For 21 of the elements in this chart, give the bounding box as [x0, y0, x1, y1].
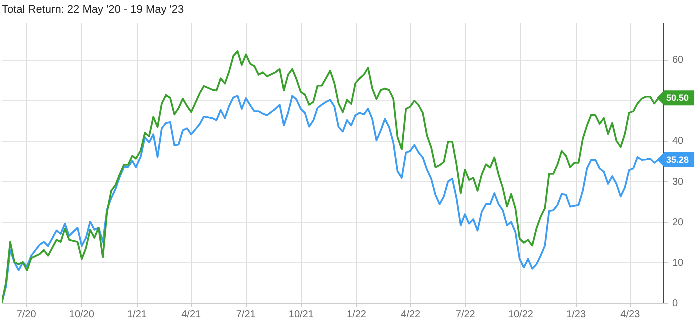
x-tick-label: 4/21	[182, 310, 202, 320]
x-tick-label: 7/20	[16, 310, 37, 320]
x-tick-label: 10/22	[508, 310, 534, 320]
y-tick-label: 30	[672, 176, 684, 188]
x-tick-label: 4/23	[620, 310, 641, 320]
chart-title: Total Return: 22 May '20 - 19 May '23	[2, 4, 184, 16]
x-tick-label: 7/21	[236, 310, 256, 320]
y-tick-label: 10	[672, 258, 684, 269]
annotation: 50.50	[666, 93, 690, 104]
x-tick-label: 1/22	[347, 310, 367, 320]
y-tick-label: 40	[672, 136, 684, 148]
y-tick-label: 0	[672, 298, 678, 310]
y-tick-label: 20	[672, 217, 684, 228]
x-tick-label: 4/22	[401, 310, 422, 320]
x-tick-label: 10/21	[288, 310, 314, 320]
annotation: 35.28	[666, 154, 690, 165]
x-tick-label: 10/20	[69, 310, 95, 320]
y-tick-label: 60	[672, 55, 684, 66]
x-tick-label: 1/21	[127, 310, 148, 320]
x-tick-label: 7/22	[456, 310, 476, 320]
x-tick-label: 1/23	[566, 310, 586, 320]
